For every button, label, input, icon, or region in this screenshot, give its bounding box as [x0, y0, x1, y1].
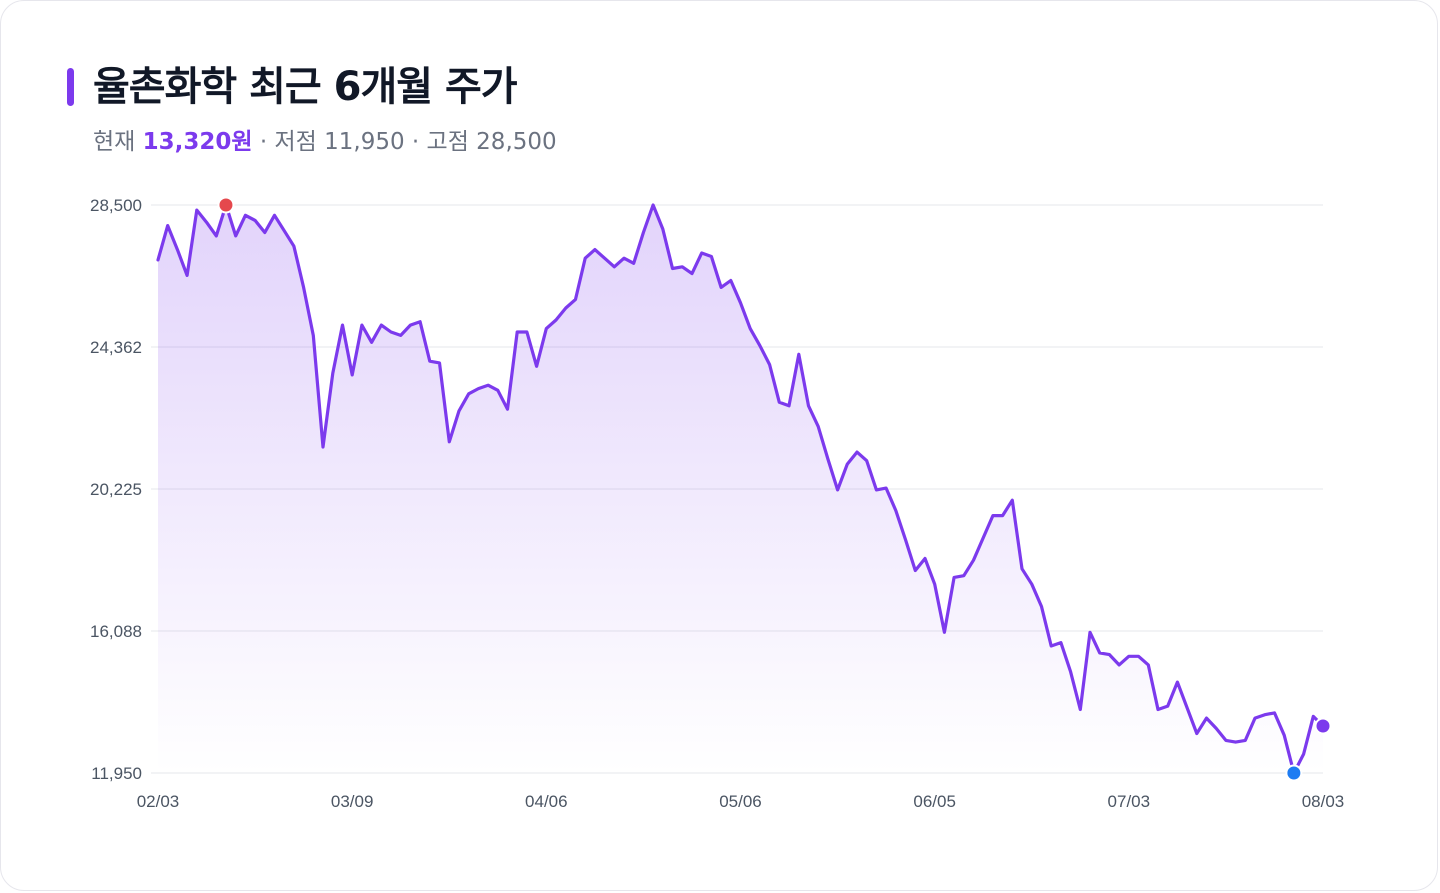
current-marker [1314, 717, 1332, 735]
current-price-label: 현재 [93, 129, 136, 155]
high-marker [217, 196, 235, 214]
price-summary: 현재 13,320원 · 저점 11,950 · 고점 28,500 [93, 125, 557, 159]
chart-title: 율촌화학 최근 6개월 주가 [93, 64, 518, 110]
title-accent-bar [67, 68, 74, 106]
x-tick-label: 02/03 [137, 792, 180, 811]
x-tick-label: 07/03 [1108, 792, 1151, 811]
x-tick-label: 03/09 [331, 792, 374, 811]
y-tick-label: 20,225 [90, 480, 142, 499]
low-marker [1285, 764, 1303, 782]
current-price-value: 13,320원 [142, 129, 253, 155]
y-tick-label: 16,088 [90, 622, 142, 641]
x-tick-label: 06/05 [913, 792, 956, 811]
y-tick-label: 11,950 [91, 764, 142, 783]
x-tick-label: 05/06 [719, 792, 762, 811]
low-price: · 저점 11,950 [259, 129, 405, 155]
high-price: · 고점 28,500 [411, 129, 557, 155]
x-tick-label: 04/06 [525, 792, 568, 811]
y-tick-label: 28,500 [90, 196, 142, 215]
price-area [158, 205, 1323, 773]
x-tick-label: 08/03 [1302, 792, 1345, 811]
price-line [156, 203, 1325, 775]
y-tick-label: 24,362 [90, 338, 142, 357]
